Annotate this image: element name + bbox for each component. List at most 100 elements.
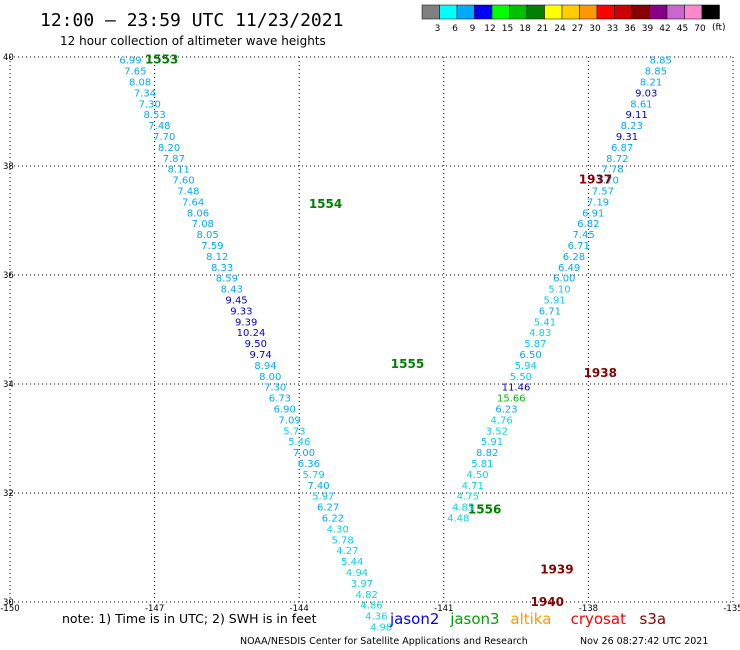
track-time-label: 1940 <box>531 595 564 609</box>
wave-height-value: 8.00 <box>259 372 281 383</box>
wave-height-value: 7.70 <box>153 132 175 143</box>
color-scale-label: 45 <box>677 24 688 34</box>
color-scale-label: 27 <box>572 24 583 34</box>
wave-height-value: 8.08 <box>129 78 151 89</box>
wave-height-value: 7.57 <box>592 187 614 198</box>
x-tick-label: -138 <box>579 604 598 614</box>
wave-height-value: 7.64 <box>182 197 204 208</box>
color-swatch <box>509 4 528 20</box>
wave-height-value: 4.48 <box>447 514 469 525</box>
color-scale-label: 9 <box>470 24 476 34</box>
color-scale-label: 42 <box>659 24 670 34</box>
wave-height-value: 4.83 <box>529 328 551 339</box>
wave-height-value: 8.85 <box>645 67 667 78</box>
wave-height-value: 8.20 <box>158 143 180 154</box>
wave-height-value: 6.50 <box>519 350 541 361</box>
wave-height-value: 7.45 <box>572 230 594 241</box>
track-1553-1556: 6.997.658.087.347.308.537.487.708.207.87… <box>119 53 501 634</box>
wave-height-value: 9.33 <box>230 306 252 317</box>
x-tick-label: -135 <box>723 604 740 614</box>
wave-height-value: 6.36 <box>298 459 320 470</box>
satellite-legend-jason3: jason3 <box>449 610 499 628</box>
wave-height-value: 7.30 <box>264 383 286 394</box>
wave-height-value: 4.75 <box>457 492 479 503</box>
wave-height-value: 5.46 <box>288 437 310 448</box>
color-scale-label: 18 <box>519 24 531 34</box>
wave-height-value: 4.86 <box>360 601 382 612</box>
color-scale-label: 30 <box>589 24 601 34</box>
wave-height-value: 6.27 <box>317 503 339 514</box>
color-swatch <box>579 4 598 20</box>
wave-height-value: 7.65 <box>124 67 146 78</box>
color-scale-label: 6 <box>452 24 458 34</box>
wave-height-value: 5.91 <box>481 437 503 448</box>
wave-height-value: 6.22 <box>322 514 344 525</box>
track-time-label: 1556 <box>468 502 501 516</box>
footer-note: note: 1) Time is in UTC; 2) SWH is in fe… <box>62 611 317 626</box>
wave-height-value: 8.82 <box>476 448 498 459</box>
y-tick-label: 30 <box>3 598 14 608</box>
wave-height-value: 7.34 <box>134 88 156 99</box>
wave-height-value: 6.73 <box>269 394 291 405</box>
wave-height-value: 5.41 <box>534 317 556 328</box>
wave-height-value: 5.91 <box>544 296 566 307</box>
wave-height-value: 5.97 <box>312 492 334 503</box>
wave-height-value: 5.44 <box>341 557 363 568</box>
wave-height-value: 4.27 <box>336 546 358 557</box>
wave-height-value: 8.94 <box>254 361 276 372</box>
wave-height-value: 3.52 <box>486 426 508 437</box>
track-time-label: 1553 <box>145 53 178 67</box>
wave-height-value: 6.87 <box>611 143 633 154</box>
wave-height-value: 9.45 <box>225 296 247 307</box>
wave-height-value: 4.71 <box>462 481 484 492</box>
color-swatch <box>666 4 685 20</box>
color-swatch <box>701 4 720 20</box>
wave-height-value: 7.87 <box>163 154 185 165</box>
wave-height-value: 8.23 <box>621 121 643 132</box>
wave-height-value: 8.21 <box>640 78 662 89</box>
wave-height-value: 8.59 <box>216 274 238 285</box>
color-scale-label: 24 <box>554 24 566 34</box>
wave-height-value: 3.97 <box>351 579 373 590</box>
color-swatch <box>684 4 703 20</box>
color-scale-label: 39 <box>642 24 654 34</box>
wave-height-value: 9.31 <box>616 132 638 143</box>
color-swatch <box>526 4 545 20</box>
wave-height-value: 6.91 <box>582 208 604 219</box>
wave-height-value: 6.99 <box>119 56 141 67</box>
color-swatch <box>561 4 580 20</box>
wave-height-value: 8.05 <box>196 230 218 241</box>
wave-height-value: 5.81 <box>471 459 493 470</box>
color-scale-label: 15 <box>502 24 513 34</box>
wave-height-value: 7.60 <box>172 176 194 187</box>
color-swatch <box>439 4 458 20</box>
satellite-legend-altika: altika <box>510 610 551 628</box>
wave-height-value: 4.98 <box>370 623 392 634</box>
footer-credit: NOAA/NESDIS Center for Satellite Applica… <box>240 636 528 647</box>
color-scale-label: 33 <box>607 24 618 34</box>
color-scale-legend: 3 6 9 12 15 18 21 24 27 30 33 36 39 42 45 70 <box>421 4 720 34</box>
wave-height-value: 4.94 <box>346 568 368 579</box>
wave-height-value: 6.23 <box>495 405 517 416</box>
satellite-legend-jason2: jason2 <box>389 610 439 628</box>
wave-height-value: 7.08 <box>192 219 214 230</box>
satellite-legend-cryosat: cryosat <box>571 610 626 628</box>
color-scale-label: 36 <box>624 24 636 34</box>
color-scale-label: 21 <box>537 24 548 34</box>
wave-height-value: 8.06 <box>187 208 209 219</box>
longitude-ticks: -150 -147 -144 -141 -138 -135 <box>0 604 740 614</box>
wave-height-value: 11.46 <box>502 383 531 394</box>
wave-height-value: 4.82 <box>356 590 378 601</box>
x-tick-label: -150 <box>0 604 19 614</box>
satellite-legend: jason2 jason3 altika cryosat s3a <box>389 610 666 628</box>
wave-height-value: 7.48 <box>148 121 170 132</box>
satellite-legend-s3a: s3a <box>640 610 667 628</box>
wave-height-value: 7.00 <box>293 448 315 459</box>
wave-height-value: 7.19 <box>587 197 609 208</box>
wave-height-value: 5.10 <box>548 285 570 296</box>
wave-height-value: 9.11 <box>625 110 647 121</box>
wave-height-value: 6.82 <box>577 219 599 230</box>
track-time-label: 1554 <box>309 197 342 211</box>
wave-height-value: 8.33 <box>211 263 233 274</box>
